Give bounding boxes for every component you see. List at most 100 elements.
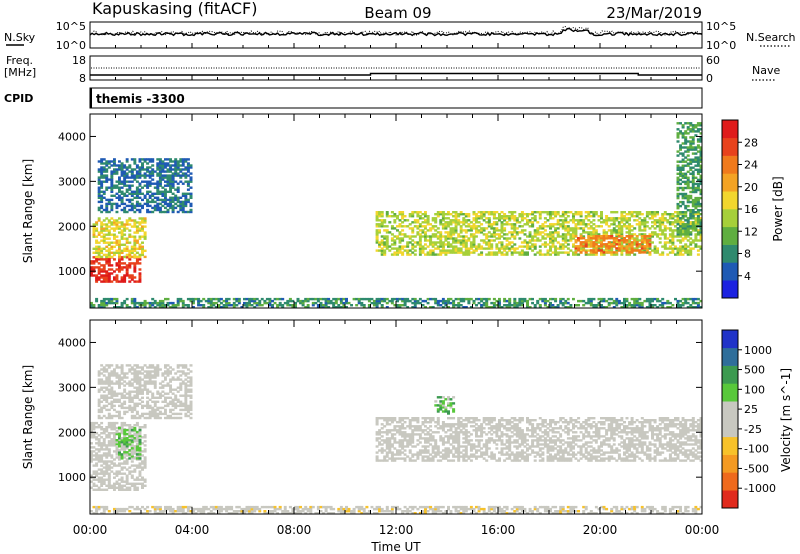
heatmap-cell <box>128 186 132 189</box>
heatmap-cell <box>434 229 438 232</box>
heatmap-cell <box>513 235 517 238</box>
heatmap-cell <box>133 276 137 279</box>
heatmap-cell <box>156 168 160 171</box>
heatmap-cell <box>107 160 111 163</box>
heatmap-cell <box>95 258 99 261</box>
heatmap-cell <box>102 466 106 469</box>
heatmap-cell <box>444 237 448 240</box>
heatmap-cell <box>113 484 116 487</box>
heatmap-cell <box>526 253 529 256</box>
heatmap-cell <box>676 301 680 305</box>
heatmap-cell <box>699 122 703 125</box>
heatmap-cell <box>526 299 529 303</box>
heatmap-cell <box>128 266 132 269</box>
heatmap-cell <box>133 368 137 371</box>
heatmap-cell <box>536 301 540 305</box>
heatmap-cell <box>651 306 654 309</box>
heatmap-cell <box>679 146 682 149</box>
heatmap-cell <box>439 235 443 238</box>
heatmap-cell <box>592 297 596 301</box>
heatmap-cell <box>156 166 160 169</box>
heatmap-cell <box>559 301 563 305</box>
heatmap-cell <box>102 247 106 250</box>
heatmap-cell <box>691 306 695 309</box>
heatmap-cell <box>143 380 147 383</box>
heatmap-cell <box>102 505 106 509</box>
heatmap-cell <box>625 247 629 250</box>
heatmap-cell <box>258 304 262 307</box>
heatmap-cell <box>181 182 185 185</box>
heatmap-cell <box>554 253 557 256</box>
heatmap-cell <box>115 184 119 187</box>
heatmap-cell <box>589 243 593 246</box>
power-ylabel: Slant Range [km] <box>21 159 35 263</box>
heatmap-cell <box>161 198 165 202</box>
heatmap-cell <box>186 388 190 391</box>
heatmap-cell <box>123 247 127 250</box>
heatmap-cell <box>156 164 160 167</box>
heatmap-cell <box>602 253 606 256</box>
heatmap-cell <box>538 245 542 248</box>
heatmap-cell <box>612 251 616 254</box>
heatmap-cell <box>600 306 603 309</box>
heatmap-cell <box>143 434 147 437</box>
heatmap-cell <box>554 211 557 214</box>
heatmap-cell <box>125 253 129 257</box>
heatmap-cell <box>612 229 616 232</box>
heatmap-cell <box>105 462 109 465</box>
heatmap-cell <box>97 486 101 489</box>
heatmap-cell <box>640 251 644 254</box>
heatmap-cell <box>123 488 127 491</box>
heatmap-cell <box>520 245 524 248</box>
heatmap-cell <box>541 235 545 238</box>
heatmap-cell <box>579 249 583 252</box>
heatmap-cell <box>566 233 570 236</box>
heatmap-cell <box>120 202 124 206</box>
heatmap-cell <box>135 194 139 197</box>
heatmap-cell <box>135 208 139 212</box>
heatmap-cell <box>406 243 410 246</box>
heatmap-cell <box>439 223 443 226</box>
heatmap-cell <box>543 233 547 236</box>
heatmap-cell <box>584 217 588 220</box>
heatmap-cell <box>628 301 632 305</box>
heatmap-cell <box>645 249 649 252</box>
heatmap-cell <box>587 227 591 230</box>
heatmap-cell <box>490 253 494 256</box>
heatmap-cell <box>676 196 680 200</box>
heatmap-cell <box>153 301 157 305</box>
heatmap-cell <box>635 247 639 250</box>
heatmap-cell <box>158 301 162 305</box>
heatmap-cell <box>380 213 384 216</box>
heatmap-cell <box>684 229 688 232</box>
heatmap-cell <box>566 243 570 246</box>
heatmap-cell <box>520 219 524 222</box>
heatmap-cell <box>164 396 167 399</box>
heatmap-cell <box>699 204 703 208</box>
heatmap-cell <box>92 304 96 307</box>
heatmap-cell <box>123 441 127 444</box>
heatmap-cell <box>401 225 405 228</box>
heatmap-cell <box>628 219 631 222</box>
heatmap-cell <box>574 223 578 226</box>
heatmap-cell <box>143 306 147 309</box>
heatmap-cell <box>107 454 111 457</box>
heatmap-cell <box>686 164 690 167</box>
heatmap-cell <box>141 204 144 208</box>
heatmap-cell <box>146 376 150 379</box>
heatmap-cell <box>90 450 93 453</box>
heatmap-cell <box>181 304 185 307</box>
heatmap-cell <box>459 247 463 250</box>
heatmap-cell <box>130 278 134 281</box>
heatmap-cell <box>105 448 109 451</box>
heatmap-cell <box>113 464 116 467</box>
heatmap-cell <box>345 297 348 301</box>
heatmap-cell <box>169 200 172 204</box>
heatmap-cell <box>457 219 461 222</box>
heatmap-cell <box>95 223 99 226</box>
heatmap-cell <box>549 249 552 252</box>
heatmap-cell <box>459 211 463 214</box>
heatmap-cell <box>100 512 104 515</box>
heatmap-cell <box>413 221 417 224</box>
heatmap-cell <box>605 231 609 234</box>
